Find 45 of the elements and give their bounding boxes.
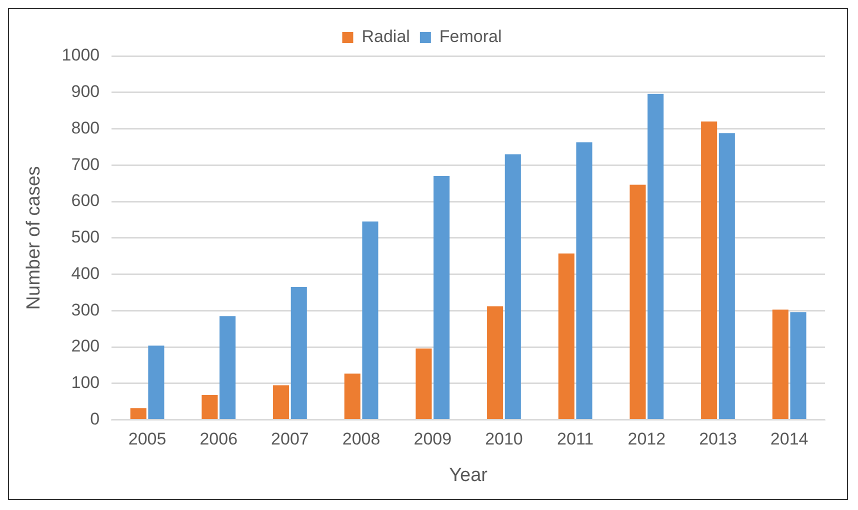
x-tick-label: 2007 xyxy=(271,430,309,449)
x-tick-label: 2008 xyxy=(342,430,380,449)
bar xyxy=(362,222,378,420)
bar xyxy=(558,254,574,420)
x-tick-label: 2012 xyxy=(628,430,666,449)
bar xyxy=(416,348,432,420)
bar xyxy=(202,395,218,420)
y-tick-label: 200 xyxy=(71,336,100,356)
y-tick-label: 400 xyxy=(71,264,100,283)
x-tick-label: 2013 xyxy=(699,430,737,449)
bar xyxy=(487,306,504,420)
legend-label: Radial xyxy=(362,27,410,46)
y-tick-label: 800 xyxy=(71,118,100,138)
bar xyxy=(344,374,360,420)
y-tick-label: 1000 xyxy=(62,46,100,65)
x-tick-label: 2006 xyxy=(200,430,238,449)
y-axis-title: Number of cases xyxy=(24,166,45,310)
y-tick-label: 300 xyxy=(71,300,100,320)
bar xyxy=(772,310,788,420)
legend-label: Femoral xyxy=(439,27,502,46)
x-tick-label: 2009 xyxy=(414,430,452,449)
x-tick-label: 2005 xyxy=(128,430,166,449)
bar xyxy=(148,346,164,420)
bar xyxy=(576,142,592,420)
bar xyxy=(220,316,236,420)
bar xyxy=(130,408,146,420)
x-tick-label: 2010 xyxy=(485,430,523,449)
bar xyxy=(630,184,646,420)
y-tick-label: 700 xyxy=(71,154,100,174)
bar xyxy=(273,385,290,420)
bar xyxy=(504,154,521,420)
y-tick-label: 500 xyxy=(71,228,100,247)
y-tick-label: 100 xyxy=(71,373,100,392)
bar xyxy=(648,94,664,420)
bar xyxy=(434,176,450,420)
x-tick-label: 2014 xyxy=(770,430,808,449)
bar xyxy=(790,312,806,420)
bar xyxy=(718,133,735,420)
bar xyxy=(290,287,307,420)
bar xyxy=(701,121,718,420)
x-tick-label: 2011 xyxy=(557,430,594,449)
y-tick-label: 900 xyxy=(71,82,100,102)
y-tick-label: 0 xyxy=(90,409,100,428)
x-axis-title: Year xyxy=(449,464,488,486)
y-tick-label: 600 xyxy=(71,191,100,210)
